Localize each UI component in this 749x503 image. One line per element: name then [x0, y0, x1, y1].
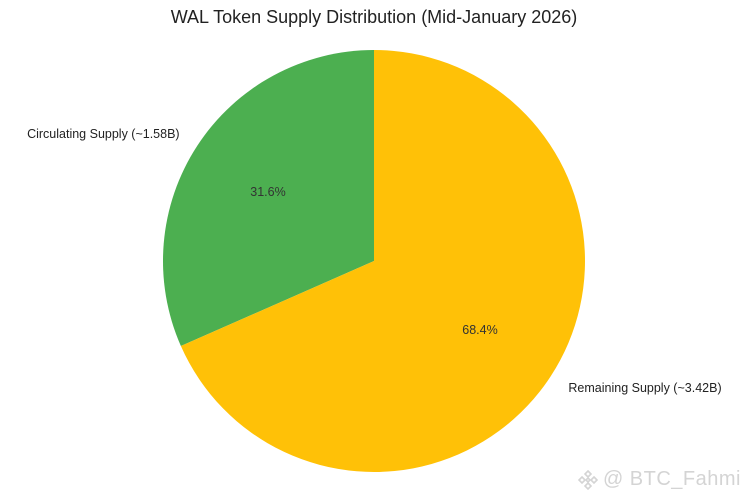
- slice-category-label-2: Remaining Supply (~3.42B): [568, 381, 721, 395]
- slice-category-label-1: Circulating Supply (~1.58B): [27, 127, 180, 141]
- pie-slice-2: [180, 50, 585, 472]
- pie-labels: 31.6% Circulating Supply (~1.58B) 68.4% Rem…: [27, 127, 722, 395]
- slice-percent-label-1: 31.6%: [250, 185, 285, 199]
- slice-percent-label-2: 68.4%: [462, 323, 497, 337]
- watermark-text: @ BTC_Fahmi: [602, 468, 741, 490]
- chart-title: WAL Token Supply Distribution (Mid-Janua…: [171, 7, 578, 27]
- pie-slices: [162, 50, 585, 472]
- binance-diamond-icon: [577, 469, 599, 491]
- pie-slice-1: [162, 50, 374, 347]
- watermark: @ BTC_Fahmi: [577, 468, 741, 491]
